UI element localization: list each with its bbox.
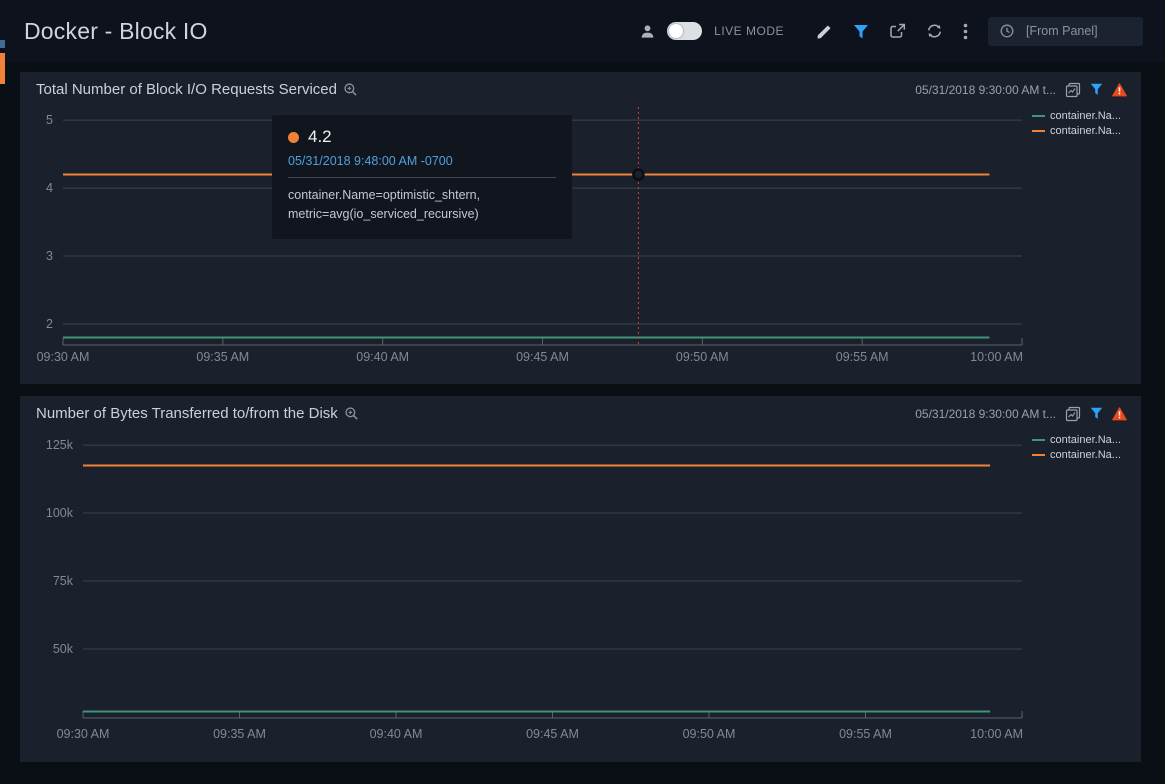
panel-header: Number of Bytes Transferred to/from the … [20, 396, 1141, 422]
svg-text:3: 3 [46, 249, 53, 263]
legend-item[interactable]: container.Na... [1032, 434, 1121, 446]
panel-meta: 05/31/2018 9:30:00 AM t... [915, 406, 1127, 422]
chart-legend: container.Na... container.Na... [1032, 434, 1121, 461]
toggle-knob [669, 24, 684, 38]
time-range-selector[interactable]: [From Panel] [988, 16, 1143, 46]
panel-time-range: 05/31/2018 9:30:00 AM t... [915, 406, 1056, 421]
clock-icon [1000, 24, 1014, 38]
copy-panel-icon[interactable] [1065, 82, 1081, 98]
svg-text:09:45 AM: 09:45 AM [516, 350, 569, 364]
panel-warning-icon[interactable] [1112, 82, 1127, 97]
panel-bytes-transferred: Number of Bytes Transferred to/from the … [20, 396, 1141, 762]
app-header: Docker - Block IO LIVE MODE [0, 0, 1165, 62]
svg-text:09:40 AM: 09:40 AM [356, 350, 409, 364]
svg-text:09:55 AM: 09:55 AM [839, 727, 892, 741]
tooltip-timestamp: 05/31/2018 9:48:00 AM -0700 [288, 154, 453, 168]
live-mode-label: LIVE MODE [714, 24, 784, 38]
svg-text:09:30 AM: 09:30 AM [57, 727, 110, 741]
legend-item[interactable]: container.Na... [1032, 110, 1121, 122]
tooltip-separator [288, 177, 556, 178]
legend-item[interactable]: container.Na... [1032, 449, 1121, 461]
legend-label: container.Na... [1050, 449, 1121, 461]
legend-swatch [1032, 115, 1045, 117]
tooltip-detail-line: container.Name=optimistic_shtern, [288, 188, 481, 202]
svg-text:75k: 75k [53, 574, 74, 588]
filter-funnel-icon[interactable] [853, 24, 869, 39]
panel-warning-icon[interactable] [1112, 406, 1127, 421]
panel-meta: 05/31/2018 9:30:00 AM t... [915, 82, 1127, 98]
user-icon[interactable] [640, 24, 655, 39]
svg-text:09:45 AM: 09:45 AM [526, 727, 579, 741]
svg-text:10:00 AM: 10:00 AM [970, 350, 1023, 364]
panel-title: Number of Bytes Transferred to/from the … [36, 405, 338, 422]
page-title: Docker - Block IO [24, 17, 208, 44]
svg-text:5: 5 [46, 113, 53, 127]
edit-pencil-icon[interactable] [816, 23, 833, 40]
chart-legend: container.Na... container.Na... [1032, 110, 1121, 137]
svg-text:09:35 AM: 09:35 AM [196, 350, 249, 364]
svg-text:09:50 AM: 09:50 AM [676, 350, 729, 364]
svg-text:09:55 AM: 09:55 AM [836, 350, 889, 364]
panel-time-range: 05/31/2018 9:30:00 AM t... [915, 82, 1056, 97]
tooltip-detail-line: metric=avg(io_serviced_recursive) [288, 207, 479, 222]
kebab-menu-icon[interactable] [963, 23, 968, 40]
panel-title-wrap[interactable]: Number of Bytes Transferred to/from the … [36, 405, 359, 422]
panel-filter-icon[interactable] [1090, 407, 1103, 420]
svg-text:4: 4 [46, 181, 53, 195]
share-icon[interactable] [889, 23, 906, 39]
copy-panel-icon[interactable] [1065, 406, 1081, 422]
zoom-in-icon[interactable] [343, 82, 358, 97]
panel-filter-icon[interactable] [1090, 83, 1103, 96]
legend-label: container.Na... [1050, 125, 1121, 137]
panel-title-wrap[interactable]: Total Number of Block I/O Requests Servi… [36, 81, 358, 98]
svg-text:100k: 100k [46, 506, 74, 520]
live-mode-toggle[interactable] [667, 22, 703, 40]
svg-text:2: 2 [46, 317, 53, 331]
legend-label: container.Na... [1050, 434, 1121, 446]
panel-header: Total Number of Block I/O Requests Servi… [20, 72, 1141, 98]
zoom-in-icon[interactable] [344, 406, 359, 421]
legend-label: container.Na... [1050, 110, 1121, 122]
left-edge-accent-orange [0, 53, 5, 84]
svg-text:09:40 AM: 09:40 AM [370, 727, 423, 741]
block-io-requests-chart[interactable]: 5 4 3 2 09:30 AM 09:35 AM 09:40 AM 09:45 AM 09:5… [20, 72, 1141, 384]
svg-text:125k: 125k [46, 438, 74, 452]
left-edge-accent-blue [0, 40, 5, 48]
panel-block-io-requests: Total Number of Block I/O Requests Servi… [20, 72, 1141, 384]
time-range-value: [From Panel] [1026, 24, 1098, 38]
tooltip-value: 4.2 [308, 127, 332, 146]
legend-swatch [1032, 130, 1045, 132]
svg-text:09:30 AM: 09:30 AM [37, 350, 90, 364]
tooltip-value-row: 4.2 [288, 127, 556, 147]
header-toolbar: LIVE MODE [From Panel] [640, 16, 1143, 46]
svg-text:50k: 50k [53, 642, 74, 656]
chart-tooltip: 4.2 05/31/2018 9:48:00 AM -0700 containe… [272, 115, 572, 239]
svg-text:09:35 AM: 09:35 AM [213, 727, 266, 741]
legend-swatch [1032, 454, 1045, 456]
bytes-transferred-chart[interactable]: 125k 100k 75k 50k 09:30 AM 09:35 AM 09:40 AM 09… [20, 396, 1141, 762]
legend-item[interactable]: container.Na... [1032, 125, 1121, 137]
refresh-icon[interactable] [926, 23, 943, 39]
panel-title: Total Number of Block I/O Requests Servi… [36, 81, 337, 98]
series-dot [288, 131, 299, 143]
legend-swatch [1032, 439, 1045, 441]
svg-text:10:00 AM: 10:00 AM [970, 727, 1023, 741]
svg-text:09:50 AM: 09:50 AM [683, 727, 736, 741]
